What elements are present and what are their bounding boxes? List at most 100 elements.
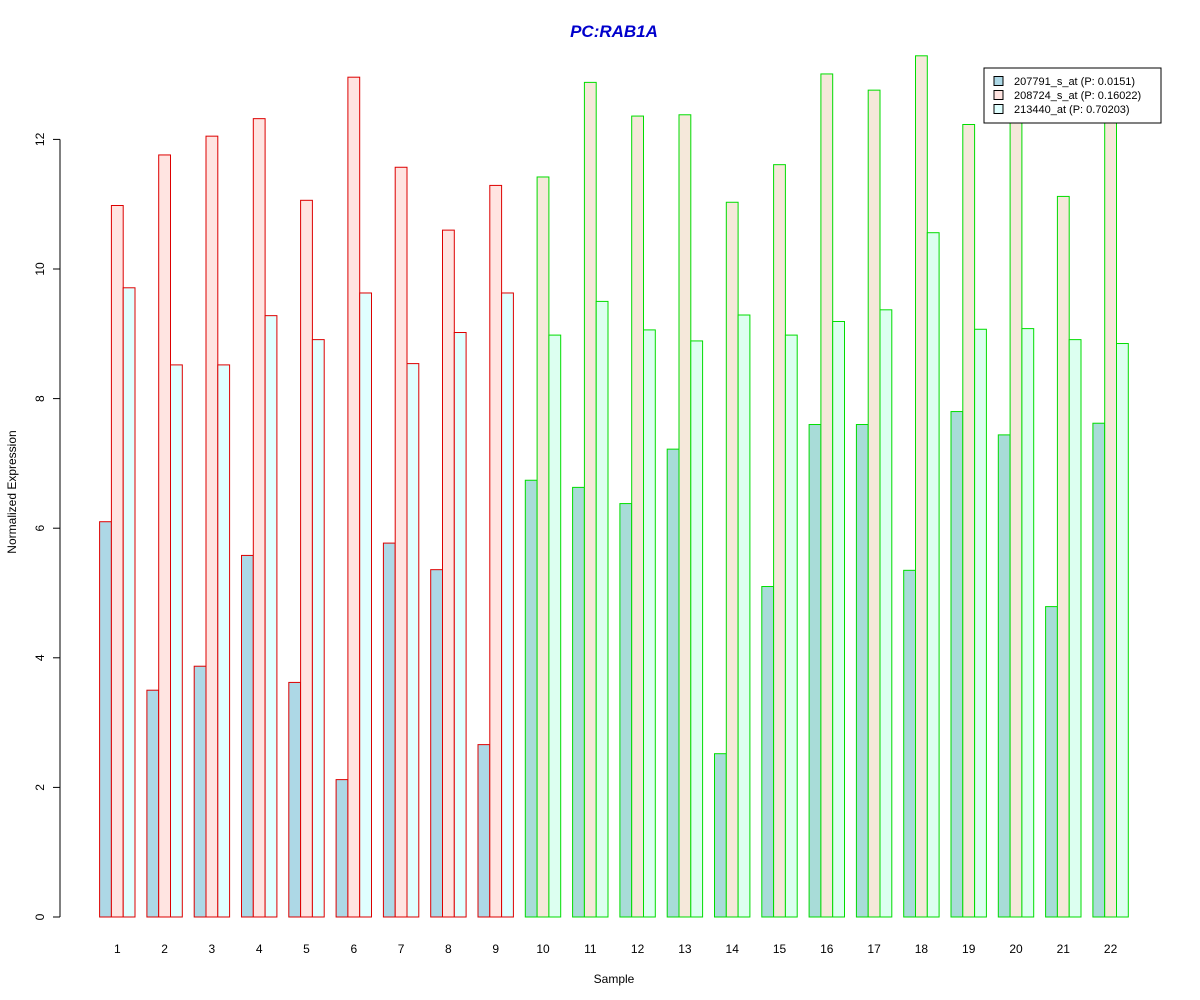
y-tick-label: 2 xyxy=(33,784,47,791)
x-tick-label: 4 xyxy=(256,942,263,956)
x-tick-label: 21 xyxy=(1057,942,1071,956)
x-tick-label: 15 xyxy=(773,942,787,956)
bar-207791 xyxy=(193,665,207,918)
y-tick-label: 0 xyxy=(33,913,47,920)
legend-label: 207791_s_at (P: 0.0151) xyxy=(1014,76,1135,88)
x-tick-label: 13 xyxy=(678,942,692,956)
legend-label: 213440_at (P: 0.70203) xyxy=(1014,104,1130,116)
bar-207791 xyxy=(146,689,160,918)
x-tick-label: 22 xyxy=(1104,942,1118,956)
y-tick-label: 4 xyxy=(33,654,47,661)
bar-213440 xyxy=(595,300,609,918)
bar-213440 xyxy=(170,364,183,918)
bar-208724 xyxy=(158,154,171,918)
bar-208724 xyxy=(867,89,881,918)
x-tick-label: 16 xyxy=(820,942,834,956)
x-tick-label: 18 xyxy=(915,942,929,956)
bar-207791 xyxy=(288,681,302,918)
bar-207791 xyxy=(903,569,917,918)
bar-207791 xyxy=(997,434,1011,918)
chart-title: PC:RAB1A xyxy=(570,22,658,41)
x-tick-label: 1 xyxy=(114,942,121,956)
bar-213440 xyxy=(501,292,514,918)
x-tick-label: 5 xyxy=(303,942,310,956)
bar-213440 xyxy=(974,328,987,918)
bar-207791 xyxy=(99,521,112,918)
x-tick-label: 17 xyxy=(867,942,881,956)
bar-213440 xyxy=(1021,328,1035,918)
bar-208724 xyxy=(962,124,976,918)
x-tick-label: 11 xyxy=(584,942,597,956)
y-tick-label: 6 xyxy=(33,525,47,532)
y-tick-label: 12 xyxy=(33,132,47,146)
bar-208724 xyxy=(820,73,834,918)
x-tick-label: 3 xyxy=(209,942,216,956)
bar-208724 xyxy=(205,135,219,918)
x-axis: 1 2 3 4 5 6 7 8 9 10 11 12 13 14 15 16 17 18 19 20 21 22 xyxy=(114,942,1118,956)
y-axis-label: Normalized Expression xyxy=(5,430,19,553)
x-tick-label: 14 xyxy=(726,942,740,956)
bar-213440 xyxy=(217,364,231,918)
bar-213440 xyxy=(264,315,278,918)
legend: 207791_s_at (P: 0.0151) 208724_s_at (P: 0… xyxy=(983,67,1162,124)
bar-213440 xyxy=(406,363,420,918)
bar-208724 xyxy=(1056,195,1070,918)
x-tick-label: 20 xyxy=(1009,942,1023,956)
bar-207791 xyxy=(950,411,964,918)
bar-208724 xyxy=(583,81,597,918)
bar-208724 xyxy=(442,229,455,918)
bar-213440 xyxy=(879,309,893,918)
x-tick-label: 10 xyxy=(536,942,550,956)
y-tick-label: 10 xyxy=(33,262,47,276)
bar-213440 xyxy=(690,340,704,918)
y-tick-label: 8 xyxy=(33,395,47,402)
bar-207791 xyxy=(619,503,633,918)
bar-208724 xyxy=(394,166,408,918)
x-tick-label: 7 xyxy=(398,942,405,956)
bar-208724 xyxy=(252,118,266,918)
legend-box xyxy=(983,67,1162,124)
bar-213440 xyxy=(359,292,373,918)
bar-207791 xyxy=(335,779,349,918)
bar-207791 xyxy=(430,569,444,918)
bar-213440 xyxy=(1068,339,1082,918)
bar-213440 xyxy=(122,287,136,918)
legend-label: 208724_s_at (P: 0.16022) xyxy=(1014,90,1141,102)
legend-swatch xyxy=(993,76,1004,86)
bar-207791 xyxy=(477,744,491,918)
bar-208724 xyxy=(347,76,361,918)
legend-swatch xyxy=(993,104,1004,114)
bar-208724 xyxy=(536,176,550,918)
bar-207791 xyxy=(855,424,869,918)
bar-208724 xyxy=(110,205,124,918)
x-tick-label: 19 xyxy=(962,942,976,956)
bar-208724 xyxy=(300,199,313,918)
bar-213440 xyxy=(643,329,656,918)
x-tick-label: 12 xyxy=(631,942,645,956)
x-tick-label: 9 xyxy=(492,942,499,956)
bar-208724 xyxy=(773,164,786,918)
bar-207791 xyxy=(666,448,680,918)
y-axis: 0 2 4 6 8 10 12 xyxy=(33,132,61,920)
bar-207791 xyxy=(714,753,727,918)
bar-207791 xyxy=(524,479,538,918)
x-tick-label: 2 xyxy=(161,942,168,956)
bar-208724 xyxy=(725,201,739,918)
bar-207791 xyxy=(241,554,254,918)
bar-213440 xyxy=(311,339,325,918)
bar-207791 xyxy=(382,542,396,918)
bar-207791 xyxy=(572,486,585,918)
bar-208724 xyxy=(678,114,692,918)
bar-213440 xyxy=(784,334,798,918)
bar-213440 xyxy=(926,232,940,918)
bar-207791 xyxy=(1092,422,1106,918)
x-tick-label: 6 xyxy=(350,942,357,956)
plot-area xyxy=(99,55,1129,918)
bar-208724 xyxy=(489,184,503,918)
bar-213440 xyxy=(1116,343,1129,918)
bar-213440 xyxy=(737,314,751,918)
bar-207791 xyxy=(1045,606,1058,918)
bar-207791 xyxy=(761,586,775,918)
legend-swatch xyxy=(993,90,1004,100)
